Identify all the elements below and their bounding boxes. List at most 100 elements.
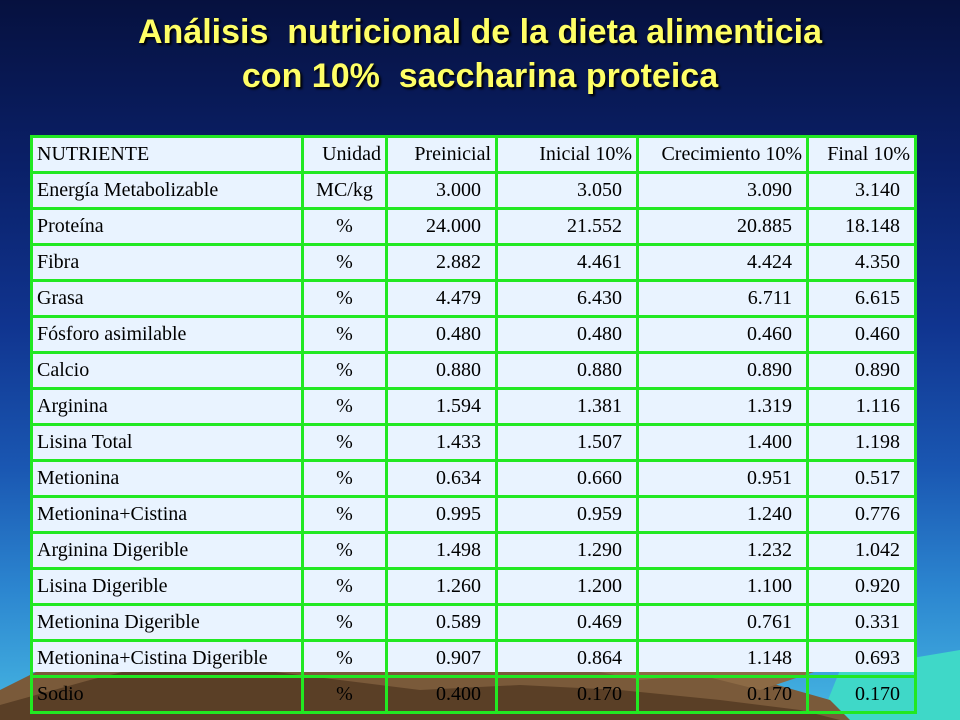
value-cell: 1.148 xyxy=(636,639,809,678)
value-cell: 1.100 xyxy=(636,567,809,606)
table-row: Metionina+Cistina Digerible % 0.907 0.86… xyxy=(30,639,917,678)
table-row: Lisina Digerible % 1.260 1.200 1.100 0.9… xyxy=(30,567,917,606)
value-cell: 0.170 xyxy=(806,675,917,714)
table-row: Proteína % 24.000 21.552 20.885 18.148 xyxy=(30,207,917,246)
unit-cell: % xyxy=(301,315,388,354)
unit-cell: % xyxy=(301,675,388,714)
value-cell: 1.116 xyxy=(806,387,917,426)
nutrient-name-cell: Metionina+Cistina xyxy=(30,495,304,534)
unit-cell: % xyxy=(301,495,388,534)
table-row: Metionina Digerible % 0.589 0.469 0.761 … xyxy=(30,603,917,642)
nutrient-table: NUTRIENTE Unidad Preinicial Inicial 10% … xyxy=(30,135,917,714)
nutrient-name-cell: Lisina Total xyxy=(30,423,304,462)
unit-cell: % xyxy=(301,567,388,606)
value-cell: 0.170 xyxy=(495,675,639,714)
nutrient-name-cell: Grasa xyxy=(30,279,304,318)
value-cell: 6.430 xyxy=(495,279,639,318)
value-cell: 0.517 xyxy=(806,459,917,498)
value-cell: 0.634 xyxy=(385,459,498,498)
table-row: Sodio % 0.400 0.170 0.170 0.170 xyxy=(30,675,917,714)
unit-cell: % xyxy=(301,279,388,318)
value-cell: 3.000 xyxy=(385,171,498,210)
value-cell: 0.995 xyxy=(385,495,498,534)
unit-cell: % xyxy=(301,243,388,282)
unit-cell: % xyxy=(301,207,388,246)
value-cell: 24.000 xyxy=(385,207,498,246)
value-cell: 1.290 xyxy=(495,531,639,570)
value-cell: 1.498 xyxy=(385,531,498,570)
value-cell: 1.400 xyxy=(636,423,809,462)
value-cell: 3.140 xyxy=(806,171,917,210)
value-cell: 0.469 xyxy=(495,603,639,642)
value-cell: 0.959 xyxy=(495,495,639,534)
table-row: Fósforo asimilable % 0.480 0.480 0.460 0… xyxy=(30,315,917,354)
value-cell: 0.589 xyxy=(385,603,498,642)
value-cell: 18.148 xyxy=(806,207,917,246)
value-cell: 0.480 xyxy=(385,315,498,354)
header-nutriente: NUTRIENTE xyxy=(30,135,304,174)
table-row: Calcio % 0.880 0.880 0.890 0.890 xyxy=(30,351,917,390)
nutrient-name-cell: Arginina xyxy=(30,387,304,426)
header-preinicial: Preinicial xyxy=(385,135,498,174)
header-crecimiento: Crecimiento 10% xyxy=(636,135,809,174)
value-cell: 1.260 xyxy=(385,567,498,606)
table-row: Energía Metabolizable MC/kg 3.000 3.050 … xyxy=(30,171,917,210)
value-cell: 0.951 xyxy=(636,459,809,498)
table-row: Arginina % 1.594 1.381 1.319 1.116 xyxy=(30,387,917,426)
value-cell: 3.090 xyxy=(636,171,809,210)
value-cell: 1.232 xyxy=(636,531,809,570)
header-row: NUTRIENTE Unidad Preinicial Inicial 10% … xyxy=(30,135,917,174)
value-cell: 4.424 xyxy=(636,243,809,282)
value-cell: 21.552 xyxy=(495,207,639,246)
nutrient-name-cell: Arginina Digerible xyxy=(30,531,304,570)
header-final: Final 10% xyxy=(806,135,917,174)
value-cell: 1.319 xyxy=(636,387,809,426)
value-cell: 1.200 xyxy=(495,567,639,606)
value-cell: 3.050 xyxy=(495,171,639,210)
nutrient-name-cell: Metionina xyxy=(30,459,304,498)
value-cell: 0.880 xyxy=(385,351,498,390)
value-cell: 1.433 xyxy=(385,423,498,462)
value-cell: 1.240 xyxy=(636,495,809,534)
unit-cell: % xyxy=(301,387,388,426)
value-cell: 4.350 xyxy=(806,243,917,282)
value-cell: 0.880 xyxy=(495,351,639,390)
value-cell: 4.461 xyxy=(495,243,639,282)
nutrient-name-cell: Energía Metabolizable xyxy=(30,171,304,210)
nutrient-name-cell: Fibra xyxy=(30,243,304,282)
table-row: Grasa % 4.479 6.430 6.711 6.615 xyxy=(30,279,917,318)
value-cell: 0.920 xyxy=(806,567,917,606)
nutrient-name-cell: Sodio xyxy=(30,675,304,714)
value-cell: 1.381 xyxy=(495,387,639,426)
unit-cell: % xyxy=(301,639,388,678)
value-cell: 0.907 xyxy=(385,639,498,678)
value-cell: 0.864 xyxy=(495,639,639,678)
nutrient-name-cell: Metionina+Cistina Digerible xyxy=(30,639,304,678)
nutrient-name-cell: Fósforo asimilable xyxy=(30,315,304,354)
value-cell: 1.042 xyxy=(806,531,917,570)
value-cell: 0.460 xyxy=(806,315,917,354)
nutrient-name-cell: Proteína xyxy=(30,207,304,246)
table-row: Arginina Digerible % 1.498 1.290 1.232 1… xyxy=(30,531,917,570)
unit-cell: % xyxy=(301,531,388,570)
slide-title-line-1: Análisis nutricional de la dieta aliment… xyxy=(138,13,822,51)
table-row: Metionina % 0.634 0.660 0.951 0.517 xyxy=(30,459,917,498)
value-cell: 6.615 xyxy=(806,279,917,318)
header-unidad: Unidad xyxy=(301,135,388,174)
value-cell: 6.711 xyxy=(636,279,809,318)
nutrient-name-cell: Calcio xyxy=(30,351,304,390)
slide-title: Análisis nutricional de la dieta aliment… xyxy=(0,10,960,98)
unit-cell: % xyxy=(301,423,388,462)
table-row: Fibra % 2.882 4.461 4.424 4.350 xyxy=(30,243,917,282)
value-cell: 0.400 xyxy=(385,675,498,714)
unit-cell: MC/kg xyxy=(301,171,388,210)
value-cell: 0.693 xyxy=(806,639,917,678)
value-cell: 2.882 xyxy=(385,243,498,282)
header-inicial: Inicial 10% xyxy=(495,135,639,174)
value-cell: 0.761 xyxy=(636,603,809,642)
value-cell: 0.776 xyxy=(806,495,917,534)
value-cell: 0.460 xyxy=(636,315,809,354)
value-cell: 0.170 xyxy=(636,675,809,714)
value-cell: 0.890 xyxy=(636,351,809,390)
unit-cell: % xyxy=(301,351,388,390)
